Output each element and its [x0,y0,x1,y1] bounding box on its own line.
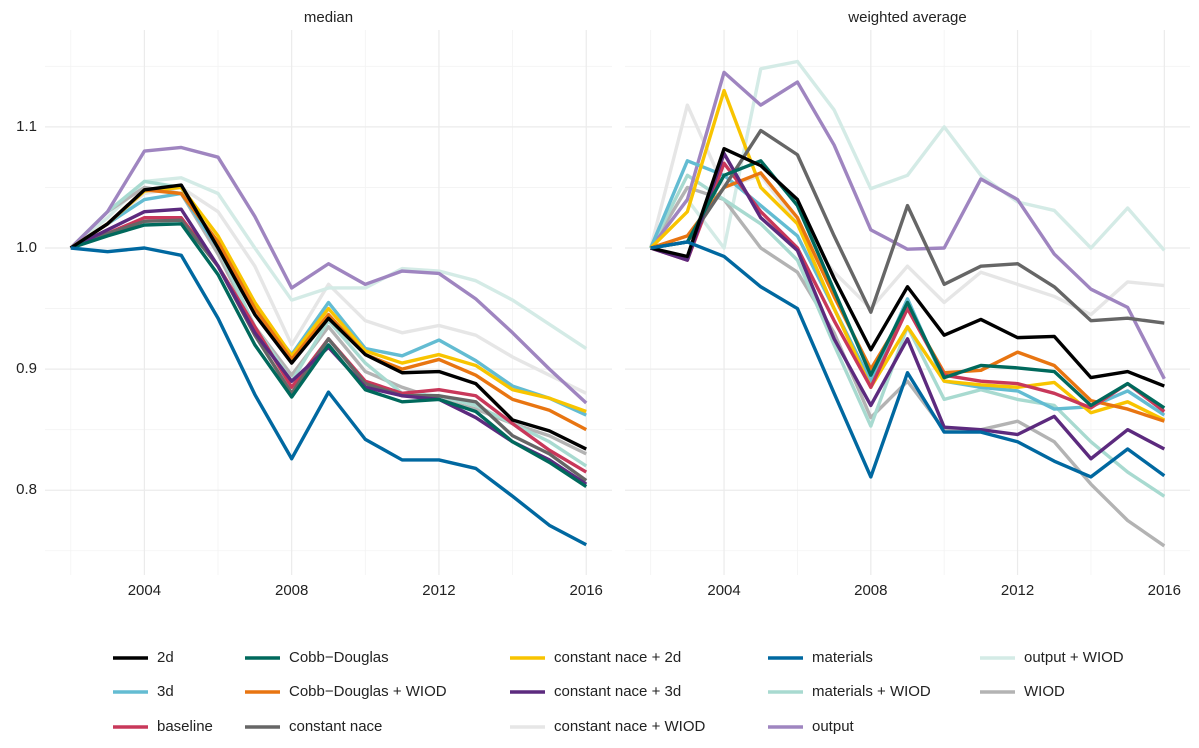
legend-label: materials [812,649,873,666]
series-line: 2d [69,183,587,451]
series-line: 3d [69,191,587,417]
series-line: 2d [650,146,1165,388]
series-line: output + WIOD [649,59,1166,252]
x-tick-label: 2004 [707,582,740,599]
series-line: constant nace + 2d [649,88,1166,422]
legend-label: output [812,718,855,735]
series-line: output + WIOD [69,176,588,350]
legend-label: Cobb−Douglas + WIOD [289,683,447,700]
series-line: Cobb−Douglas + WIOD [69,188,588,432]
y-tick-label: 1.0 [16,239,37,256]
x-tick-label: 2016 [570,582,603,599]
legend-label: constant nace + WIOD [554,718,705,735]
legend-label: WIOD [1024,683,1065,700]
series-line: constant nace + 3d [650,151,1166,461]
series-line: materials [70,246,588,547]
legend-label: materials + WIOD [812,683,931,700]
y-tick-label: 0.9 [16,360,37,377]
legend-label: constant nace + 2d [554,649,681,666]
legend-label: baseline [157,718,213,735]
legend-label: 2d [157,649,174,666]
panel-title: median [304,9,353,26]
series-line: output [649,70,1166,380]
series-line: Cobb−Douglas [70,222,588,489]
series-line: baseline [650,161,1166,413]
series-line: Cobb−Douglas [650,159,1166,410]
x-tick-label: 2008 [275,582,308,599]
x-tick-label: 2004 [128,582,161,599]
legend-label: constant nace [289,718,382,735]
x-tick-label: 2016 [1148,582,1181,599]
series-line: 3d [649,159,1166,417]
legend-label: constant nace + 3d [554,683,681,700]
legend-label: Cobb−Douglas [289,649,389,666]
series-line: WIOD [649,185,1166,548]
y-tick-label: 0.8 [16,481,37,498]
panel-title: weighted average [847,9,966,26]
x-tick-label: 2012 [1001,582,1034,599]
x-tick-label: 2012 [422,582,455,599]
x-tick-label: 2008 [854,582,887,599]
series-line: constant nace [70,218,588,482]
legend-label: 3d [157,683,174,700]
series-line: output [69,145,588,405]
series-line: constant nace [650,128,1165,325]
y-tick-label: 1.1 [16,118,37,135]
legend-label: output + WIOD [1024,649,1124,666]
series-line: materials [650,240,1166,479]
